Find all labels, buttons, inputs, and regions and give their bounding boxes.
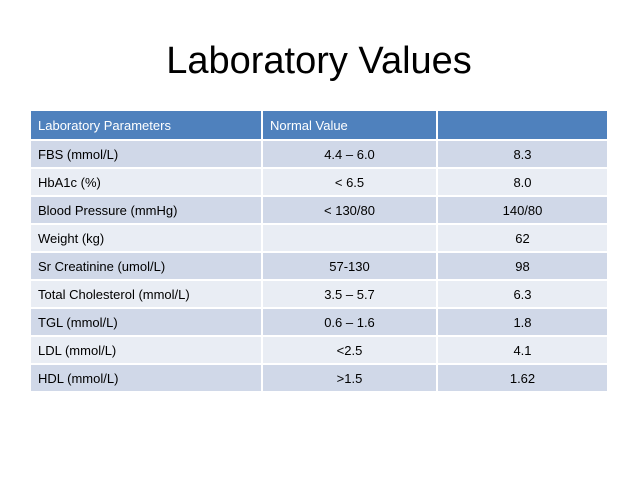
parameter-cell: LDL (mmol/L): [31, 336, 263, 365]
patient-value-cell: 1.62: [437, 364, 607, 393]
normal-value-cell: < 130/80: [262, 196, 438, 225]
table-row: LDL (mmol/L) <2.5 4.1: [31, 336, 607, 365]
patient-value-cell: 1.8: [437, 308, 607, 337]
normal-value-cell: < 6.5: [262, 168, 438, 197]
patient-value-cell: 8.3: [437, 140, 607, 169]
normal-value-cell: >1.5: [262, 364, 438, 393]
table-header-row: Laboratory Parameters Normal Value: [31, 111, 607, 141]
normal-value-cell: [262, 224, 438, 253]
parameter-cell: HDL (mmol/L): [31, 364, 263, 393]
lab-values-table: Laboratory Parameters Normal Value FBS (…: [31, 111, 607, 393]
parameter-cell: Blood Pressure (mmHg): [31, 196, 263, 225]
normal-value-cell: 3.5 – 5.7: [262, 280, 438, 309]
patient-value-cell: 4.1: [437, 336, 607, 365]
table-row: HbA1c (%) < 6.5 8.0: [31, 168, 607, 197]
table-row: Weight (kg) 62: [31, 224, 607, 253]
table-row: HDL (mmol/L) >1.5 1.62: [31, 364, 607, 393]
patient-value-cell: 6.3: [437, 280, 607, 309]
header-parameters: Laboratory Parameters: [31, 111, 263, 141]
patient-value-cell: 140/80: [437, 196, 607, 225]
patient-value-cell: 8.0: [437, 168, 607, 197]
parameter-cell: Weight (kg): [31, 224, 263, 253]
table-row: TGL (mmol/L) 0.6 – 1.6 1.8: [31, 308, 607, 337]
normal-value-cell: 4.4 – 6.0: [262, 140, 438, 169]
header-normal-value: Normal Value: [262, 111, 438, 141]
slide-title: Laboratory Values: [166, 40, 472, 82]
patient-value-cell: 62: [437, 224, 607, 253]
table-row: Total Cholesterol (mmol/L) 3.5 – 5.7 6.3: [31, 280, 607, 309]
parameter-cell: Total Cholesterol (mmol/L): [31, 280, 263, 309]
normal-value-cell: <2.5: [262, 336, 438, 365]
table-row: Blood Pressure (mmHg) < 130/80 140/80: [31, 196, 607, 225]
parameter-cell: Sr Creatinine (umol/L): [31, 252, 263, 281]
patient-value-cell: 98: [437, 252, 607, 281]
header-patient-value: [437, 111, 607, 141]
normal-value-cell: 57-130: [262, 252, 438, 281]
table-row: Sr Creatinine (umol/L) 57-130 98: [31, 252, 607, 281]
normal-value-cell: 0.6 – 1.6: [262, 308, 438, 337]
parameter-cell: FBS (mmol/L): [31, 140, 263, 169]
table-row: FBS (mmol/L) 4.4 – 6.0 8.3: [31, 140, 607, 169]
parameter-cell: TGL (mmol/L): [31, 308, 263, 337]
parameter-cell: HbA1c (%): [31, 168, 263, 197]
